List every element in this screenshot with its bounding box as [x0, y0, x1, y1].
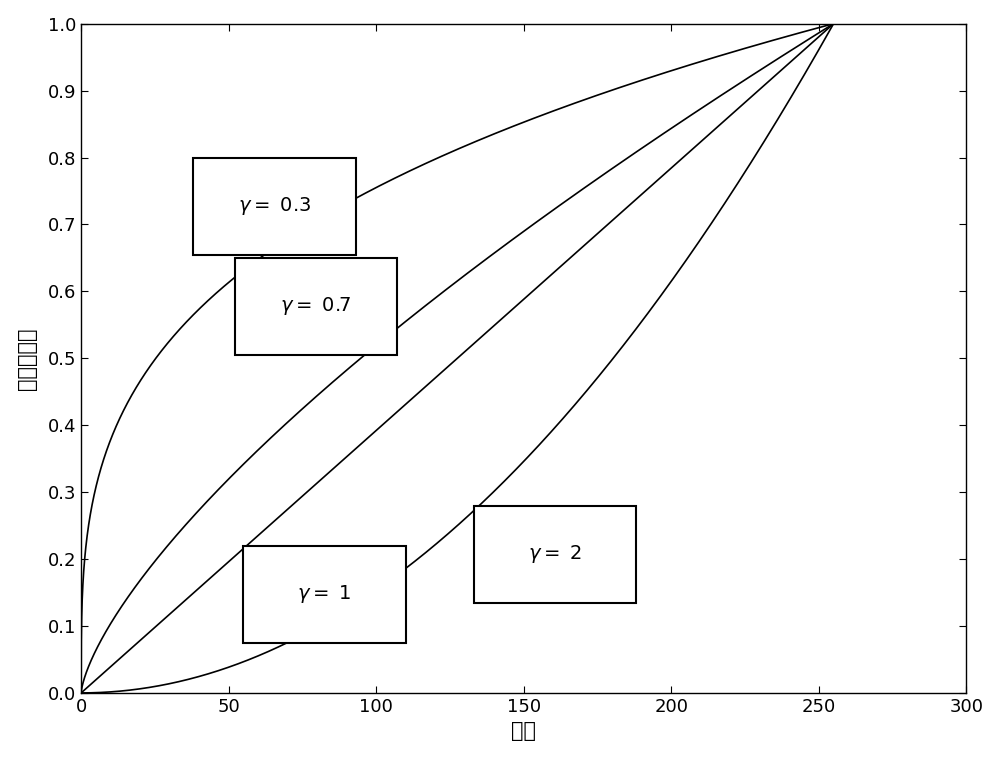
Bar [193, 158, 356, 255]
Bar [243, 546, 406, 643]
X-axis label: 频率: 频率 [511, 722, 536, 741]
Text: $\gamma =$ 1: $\gamma =$ 1 [297, 583, 352, 605]
Text: $\gamma =$ 0.7: $\gamma =$ 0.7 [280, 296, 351, 318]
Y-axis label: 归一化幅値: 归一化幅値 [17, 327, 37, 390]
Text: $\gamma =$ 0.3: $\gamma =$ 0.3 [238, 195, 311, 217]
Text: $\gamma =$ 2: $\gamma =$ 2 [528, 543, 582, 565]
Bar [235, 258, 397, 355]
Bar [474, 506, 636, 603]
